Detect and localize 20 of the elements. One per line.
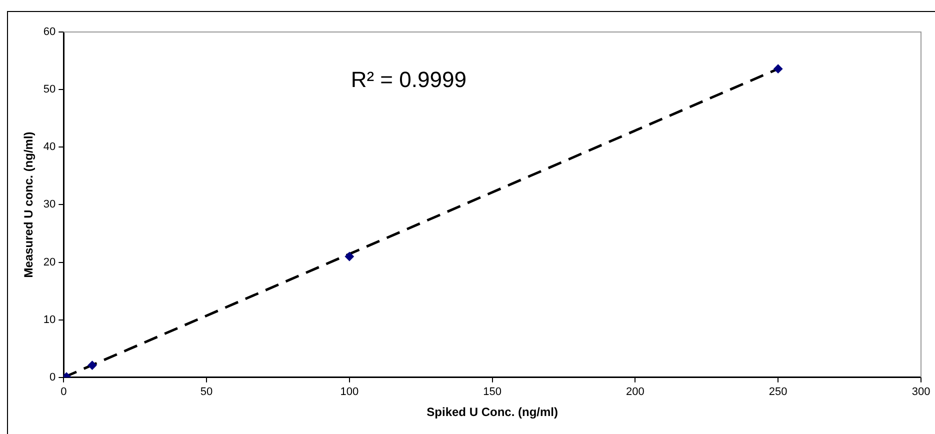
- y-tick-label: 50: [43, 84, 56, 96]
- x-tick-label: 100: [340, 386, 359, 398]
- y-tick-label: 10: [43, 314, 56, 326]
- annotation: R² = 0.9999: [350, 67, 466, 92]
- y-tick-label: 60: [43, 26, 56, 38]
- x-tick-label: 0: [60, 386, 67, 398]
- y-tick-label: 0: [50, 371, 56, 384]
- y-tick-label: 20: [43, 256, 56, 268]
- point: [344, 252, 354, 262]
- x-tick-label: 150: [483, 386, 502, 398]
- y-tick-label: 30: [43, 198, 56, 211]
- x-tick-label: 50: [200, 386, 213, 398]
- x-tick-label: 200: [626, 386, 644, 398]
- y-axis-title: Measured U conc. (ng/ml): [22, 132, 36, 278]
- point: [88, 360, 97, 370]
- point: [774, 64, 783, 74]
- x-tick-label: 250: [768, 386, 788, 398]
- y-tick-label: 40: [43, 141, 56, 154]
- x-tick-label: 300: [912, 386, 930, 398]
- x-axis-title: Spiked U Conc. (ng/ml): [426, 405, 558, 420]
